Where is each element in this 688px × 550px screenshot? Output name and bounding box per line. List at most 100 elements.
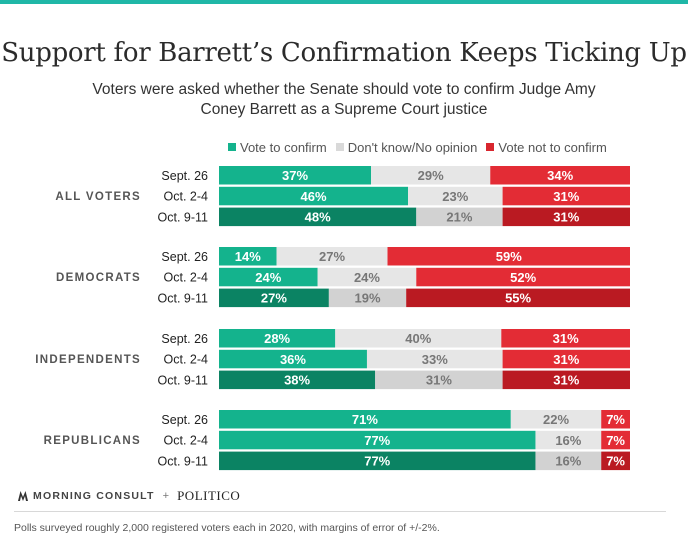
data-label: 48% xyxy=(305,210,331,225)
bar-segment-unsure xyxy=(535,451,602,471)
bar-segment-reject xyxy=(490,166,630,185)
data-label: 28% xyxy=(264,331,290,346)
stacked-bar-chart: ALL VOTERS Sept. 26 37% 29% 34% Oct. 2-4 46% 23… xyxy=(35,166,630,471)
row-label: Oct. 9-11 xyxy=(158,454,209,468)
data-label: 55% xyxy=(505,291,531,306)
data-label: 33% xyxy=(422,352,448,367)
bar-segment-reject xyxy=(501,329,630,348)
data-label: 71% xyxy=(352,412,378,427)
legend-item-reject: Vote not to confirm xyxy=(486,139,607,155)
row-label: Oct. 9-11 xyxy=(158,373,209,387)
chart-title: Support for Barrett’s Confirmation Keeps… xyxy=(1,38,687,68)
data-label: 14% xyxy=(235,249,261,264)
legend-swatch-reject xyxy=(486,143,495,151)
bar-segment-confirm xyxy=(219,186,409,206)
morning-consult-logo-icon xyxy=(18,491,28,501)
data-label: 77% xyxy=(364,454,390,469)
bar-segment-reject xyxy=(601,451,630,471)
bar-segment-confirm xyxy=(219,247,277,266)
bar-segment-unsure xyxy=(371,166,491,185)
data-label: 29% xyxy=(418,168,444,183)
group-label-independents: INDEPENDENTS xyxy=(35,354,141,366)
data-label: 59% xyxy=(496,249,522,264)
chart-subtitle: Voters were asked whether the Senate sho… xyxy=(92,81,596,118)
bar-segment-confirm xyxy=(219,207,417,227)
data-label: 40% xyxy=(405,331,431,346)
row-label: Sept. 26 xyxy=(161,413,208,427)
data-label: 77% xyxy=(364,433,390,448)
data-label: 16% xyxy=(555,433,581,448)
row-label: Oct. 2-4 xyxy=(164,353,209,367)
data-label: 31% xyxy=(553,373,579,388)
bar-segment-confirm xyxy=(219,370,376,390)
data-label: 52% xyxy=(510,270,536,285)
bar-segment-confirm xyxy=(219,267,318,287)
group-label-all-voters: ALL VOTERS xyxy=(55,191,141,203)
legend: Vote to confirm Don't know/No opinion Vo… xyxy=(228,139,616,155)
data-label: 34% xyxy=(547,168,573,183)
data-label: 31% xyxy=(426,373,452,388)
legend-label-unsure: Don't know/No opinion xyxy=(347,139,478,155)
bar-segment-reject xyxy=(502,370,630,390)
row-label: Oct. 9-11 xyxy=(158,210,209,224)
bar-segment-unsure xyxy=(375,370,503,390)
data-label: 31% xyxy=(553,210,579,225)
row-label: Oct. 2-4 xyxy=(164,434,209,448)
data-label: 7% xyxy=(606,454,625,469)
bar-segment-reject xyxy=(601,410,630,429)
data-label: 22% xyxy=(543,412,569,427)
legend-swatch-unsure xyxy=(335,143,344,151)
data-label: 46% xyxy=(301,189,327,204)
bar-segment-confirm xyxy=(219,430,536,450)
bar-segment-unsure xyxy=(328,288,407,308)
morning-consult-wordmark: MORNING CONSULT xyxy=(33,490,155,502)
footnote: Polls surveyed roughly 2,000 registered … xyxy=(14,522,440,534)
bar-segment-reject xyxy=(502,186,630,206)
legend-label-reject: Vote not to confirm xyxy=(498,139,607,155)
data-label: 27% xyxy=(261,291,287,306)
data-label: 7% xyxy=(606,433,625,448)
bar-segment-confirm xyxy=(219,451,536,471)
legend-item-unsure: Don't know/No opinion xyxy=(335,139,478,155)
data-label: 31% xyxy=(553,189,579,204)
data-label: 21% xyxy=(446,210,472,225)
bar-segment-reject xyxy=(502,349,630,369)
bar-segment-reject xyxy=(416,267,630,287)
bar-segment-unsure xyxy=(535,430,602,450)
row-label: Sept. 26 xyxy=(161,332,208,346)
legend-item-confirm: Vote to confirm xyxy=(228,140,327,155)
bar-segment-confirm xyxy=(219,410,511,429)
bar-segment-unsure xyxy=(317,267,417,287)
bar-segment-confirm xyxy=(219,329,336,348)
bar-segment-confirm xyxy=(219,166,372,185)
bar-segment-unsure xyxy=(416,207,503,227)
row-label: Oct. 9-11 xyxy=(158,291,209,305)
group-label-republicans: REPUBLICANS xyxy=(44,435,141,447)
bar-segment-unsure xyxy=(366,349,503,369)
data-label: 23% xyxy=(442,189,468,204)
data-label: 36% xyxy=(280,352,306,367)
data-label: 24% xyxy=(354,270,380,285)
politico-wordmark: POLITICO xyxy=(177,488,241,503)
legend-swatch-confirm xyxy=(228,143,236,151)
brand-separator: + xyxy=(162,490,170,502)
row-label: Sept. 26 xyxy=(161,169,208,183)
bar-segment-confirm xyxy=(219,288,329,308)
bar-segment-unsure xyxy=(510,410,602,429)
bar-segment-confirm xyxy=(219,349,367,369)
bar-segment-reject xyxy=(387,247,630,266)
data-label: 31% xyxy=(553,352,579,367)
data-label: 24% xyxy=(255,270,281,285)
data-label: 27% xyxy=(319,249,345,264)
bar-segment-unsure xyxy=(276,247,388,266)
data-label: 16% xyxy=(555,454,581,469)
data-label: 19% xyxy=(355,291,381,306)
legend-label-confirm: Vote to confirm xyxy=(240,139,327,155)
footer-divider xyxy=(14,511,666,512)
data-label: 38% xyxy=(284,373,310,388)
data-label: 31% xyxy=(553,331,579,346)
bar-segment-unsure xyxy=(335,329,502,348)
bar-segment-reject xyxy=(502,207,630,227)
bar-segment-reject xyxy=(406,288,630,308)
row-label: Oct. 2-4 xyxy=(164,190,209,204)
